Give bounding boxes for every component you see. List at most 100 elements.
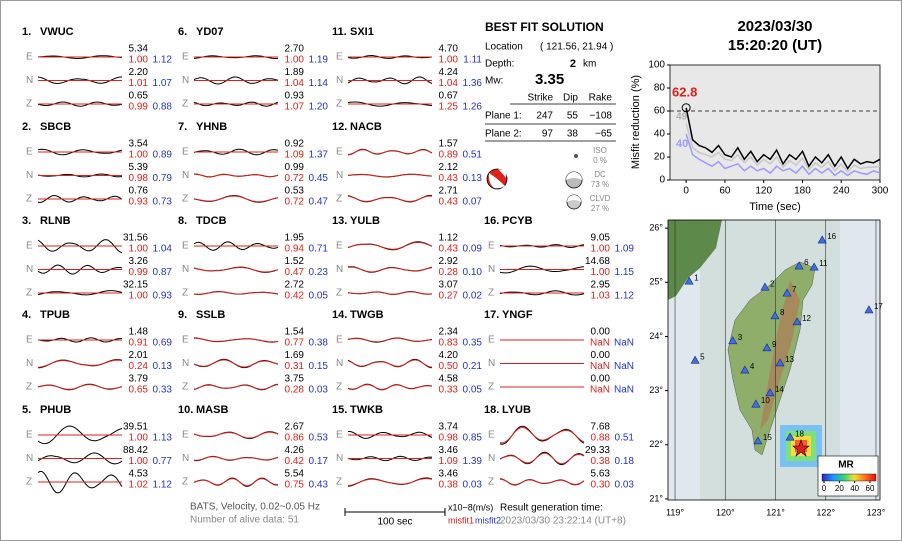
- station-marker: [770, 311, 780, 320]
- filter-info: BATS, Velocity, 0.02~0.05 Hz: [190, 502, 320, 513]
- station-number: 2.: [22, 121, 31, 133]
- misfit2: 0.02: [463, 291, 483, 302]
- misfit2: NaN: [614, 338, 634, 349]
- misfit1: 0.72: [285, 197, 305, 208]
- waveform-synthetic: [347, 173, 433, 178]
- component: E: [336, 335, 343, 346]
- lat-tick-label: 24°: [649, 331, 663, 341]
- table-header: Rake: [589, 93, 613, 104]
- station-name: TPUB: [40, 309, 70, 321]
- misfit-line: [685, 107, 881, 170]
- amplitude: 2.72: [285, 280, 305, 291]
- component: Z: [336, 477, 342, 488]
- y-tick-label: 0: [659, 175, 665, 186]
- amplitude: 0.00: [591, 350, 611, 361]
- misfit1: 0.43: [439, 197, 459, 208]
- misfit2: NaN: [614, 385, 634, 396]
- waveform-observed: [37, 76, 122, 85]
- amplitude: 2.67: [285, 422, 305, 433]
- component: N: [182, 453, 189, 464]
- misfit1: 0.24: [129, 361, 149, 372]
- station-marker: [775, 358, 785, 367]
- amplitude: 1.48: [129, 327, 149, 338]
- peak-marker: [681, 103, 691, 113]
- depth-label: Depth:: [485, 59, 514, 70]
- annotation: 40: [676, 138, 688, 150]
- misfit2: 0.43: [309, 480, 329, 491]
- amplitude: 2.71: [439, 186, 459, 197]
- component: N: [26, 358, 33, 369]
- misfit2: 0.89: [153, 150, 173, 161]
- amplitude: 3.26: [129, 256, 149, 267]
- station-marker: [864, 305, 874, 314]
- misfit-line: [685, 123, 881, 174]
- time: 15:20:20 (UT): [728, 37, 822, 54]
- component: Z: [488, 382, 494, 393]
- mt-percent: 27 %: [591, 204, 609, 213]
- amplitude: 3.75: [285, 374, 305, 385]
- misfit2: 0.71: [309, 244, 329, 255]
- y-axis-label: Misfit reduction (%): [630, 75, 642, 169]
- lat-tick-label: 25°: [649, 277, 663, 287]
- component: N: [336, 453, 343, 464]
- waveform-observed: [37, 194, 123, 204]
- station-number: 16.: [484, 215, 499, 227]
- colorbar-label: MR: [838, 460, 854, 471]
- waveform-synthetic: [193, 267, 279, 273]
- waveform-observed: [37, 290, 123, 296]
- station-name: RLNB: [40, 215, 71, 227]
- units: x10−8(m/s): [448, 502, 493, 512]
- station-marker: [684, 276, 694, 285]
- misfit1: 1.07: [285, 102, 305, 113]
- lat-tick-label: 23°: [649, 385, 663, 395]
- amplitude: 0.00: [591, 374, 611, 385]
- station-name: VWUC: [40, 26, 74, 38]
- amplitude: 2.12: [439, 162, 459, 173]
- station-marker: [690, 355, 700, 364]
- component: N: [26, 264, 33, 275]
- waveform-synthetic: [37, 384, 123, 390]
- misfit2: 0.15: [309, 361, 329, 372]
- colorbar-tick-label: 20: [835, 484, 844, 493]
- station-marker: [794, 261, 804, 270]
- station-name: TDCB: [196, 215, 227, 227]
- station-number: 4.: [22, 309, 31, 321]
- waveform-observed: [37, 425, 123, 445]
- waveform-synthetic: [347, 195, 433, 203]
- misfit2: 0.35: [463, 338, 483, 349]
- component: N: [488, 358, 495, 369]
- station-name: SSLB: [196, 309, 225, 321]
- misfit2: 0.18: [615, 456, 635, 467]
- amplitude: 3.79: [129, 374, 149, 385]
- y-tick-label: 100: [648, 60, 665, 71]
- station-label: 6: [804, 258, 809, 267]
- station-label: 11: [819, 259, 828, 268]
- misfit2: 0.05: [309, 291, 329, 302]
- component: Z: [488, 288, 494, 299]
- misfit1: 0.91: [129, 338, 149, 349]
- component: E: [182, 52, 189, 63]
- amplitude: 32.15: [123, 280, 148, 291]
- component: N: [336, 75, 343, 86]
- misfit1: 0.88: [591, 433, 611, 444]
- misfit1: 0.83: [439, 338, 459, 349]
- component: N: [182, 170, 189, 181]
- waveform-synthetic: [499, 478, 585, 486]
- component: E: [336, 147, 343, 158]
- misfit2: 1.37: [309, 150, 329, 161]
- misfit1: 1.04: [285, 78, 305, 89]
- misfit2: 1.12: [153, 55, 173, 66]
- misfit2-key: misfit2: [475, 515, 501, 525]
- misfit2: 0.73: [153, 197, 173, 208]
- misfit1: 0.42: [285, 291, 305, 302]
- waveform-observed: [37, 470, 123, 494]
- misfit2: 0.77: [153, 456, 173, 467]
- misfit2: 0.03: [309, 385, 329, 396]
- station-label: 12: [802, 314, 811, 323]
- amplitude: 2.34: [439, 327, 459, 338]
- misfit1: 1.09: [439, 456, 459, 467]
- misfit1: 0.86: [285, 433, 305, 444]
- station-name: YD07: [196, 26, 224, 38]
- misfit2: 0.51: [615, 433, 635, 444]
- misfit2: 1.09: [615, 244, 635, 255]
